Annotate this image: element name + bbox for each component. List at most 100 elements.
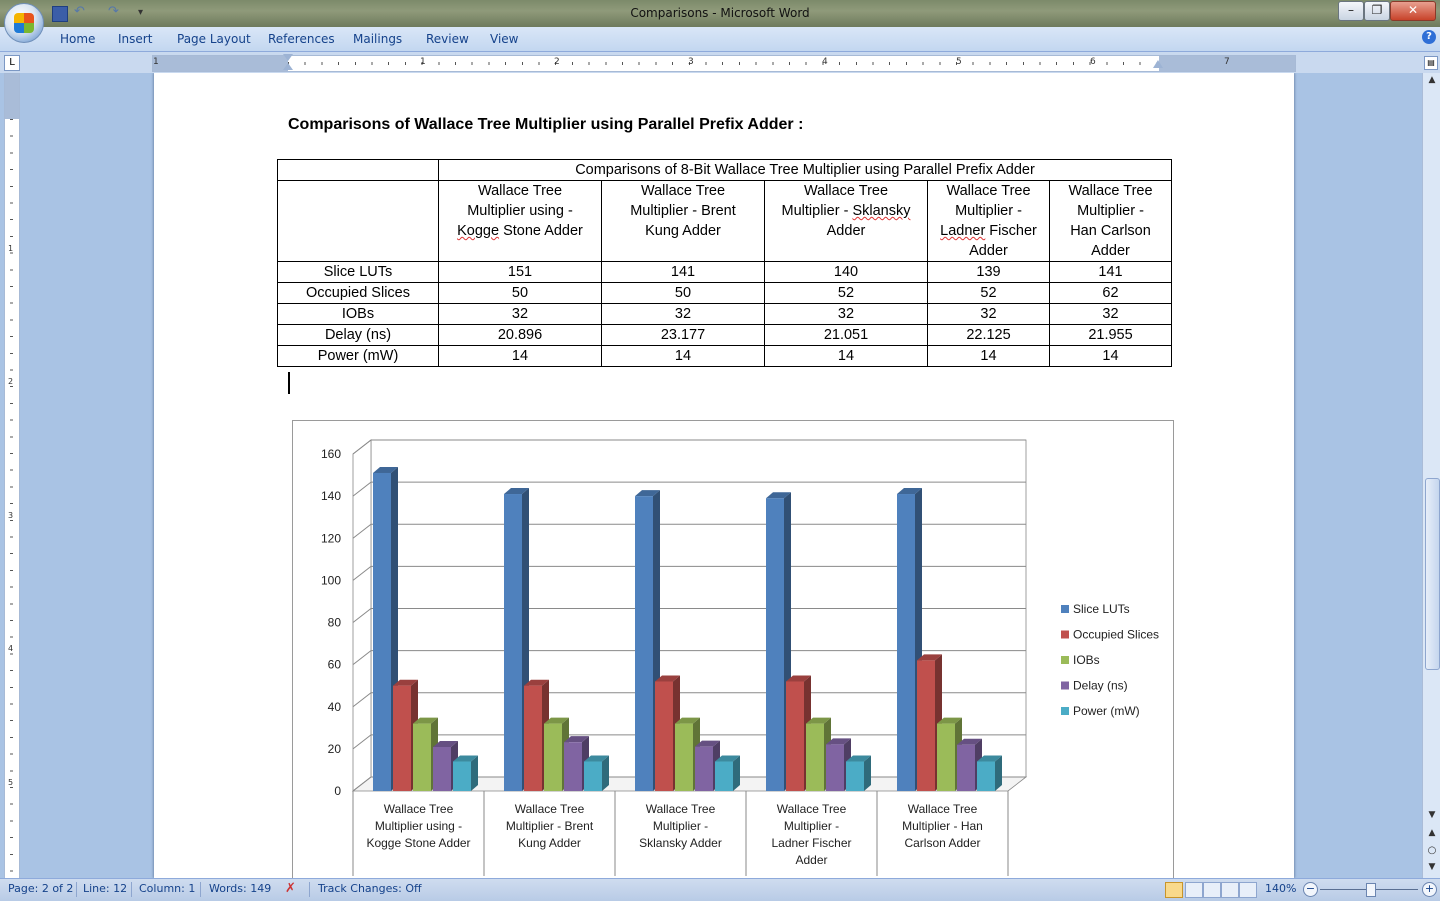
zoom-out-icon[interactable]: − xyxy=(1303,882,1318,897)
zoom-level[interactable]: 140% xyxy=(1265,882,1297,895)
status-track-changes[interactable]: Track Changes: Off xyxy=(318,882,422,895)
outline-view-icon[interactable] xyxy=(1221,882,1239,898)
table-cell[interactable]: 32 xyxy=(764,303,928,325)
table-cell[interactable]: 50 xyxy=(438,282,602,304)
column-header[interactable]: Wallace Tree Multiplier - Ladner Fischer Ad… xyxy=(927,180,1050,262)
scroll-down-arrow-icon[interactable]: ▼ xyxy=(1428,810,1436,820)
table-cell[interactable]: 140 xyxy=(764,261,928,283)
table-cell[interactable]: 14 xyxy=(438,345,602,367)
horizontal-ruler[interactable]: 1 1 2 3 4 5 6 7 xyxy=(152,55,1296,72)
print-layout-view-icon[interactable] xyxy=(1165,882,1183,898)
zoom-slider-thumb[interactable] xyxy=(1366,883,1376,897)
status-line[interactable]: Line: 12 xyxy=(83,882,128,895)
vruler-number: 2 xyxy=(8,377,14,386)
status-page[interactable]: Page: 2 of 2 xyxy=(8,882,74,895)
column-header[interactable]: Wallace Tree Multiplier - Han Carlson Adder xyxy=(1049,180,1172,262)
tab-selector-button[interactable]: L xyxy=(4,55,20,71)
full-screen-reading-view-icon[interactable] xyxy=(1185,882,1203,898)
table-cell[interactable]: 21.955 xyxy=(1049,324,1172,346)
ruler-number: 3 xyxy=(688,57,694,67)
comparison-table[interactable]: Comparisons of 8-Bit Wallace Tree Multip… xyxy=(277,159,1172,367)
help-icon[interactable]: ? xyxy=(1422,30,1436,44)
table-cell[interactable]: 32 xyxy=(927,303,1050,325)
table-cell[interactable]: 52 xyxy=(927,282,1050,304)
ruler-number: 2 xyxy=(554,57,560,67)
column-header[interactable]: Wallace Tree Multiplier using - Kogge Ston… xyxy=(438,180,602,262)
tab-review[interactable]: Review xyxy=(426,32,469,46)
status-column[interactable]: Column: 1 xyxy=(139,882,196,895)
tab-insert[interactable]: Insert xyxy=(118,32,153,46)
tab-home[interactable]: Home xyxy=(60,32,96,46)
row-label[interactable]: IOBs xyxy=(277,303,439,325)
row-label[interactable]: Occupied Slices xyxy=(277,282,439,304)
table-cell[interactable]: 14 xyxy=(601,345,765,367)
vertical-scrollbar[interactable]: ▲ ▼ ▲ ○ ▼ xyxy=(1422,73,1440,878)
select-browse-object-icon[interactable]: ○ xyxy=(1427,845,1437,856)
tab-page-layout[interactable]: Page Layout xyxy=(177,32,251,46)
office-button[interactable] xyxy=(4,3,44,43)
table-row: Slice LUTs 151 141 140 139 141 xyxy=(277,261,1172,283)
table-cell[interactable]: 14 xyxy=(927,345,1050,367)
row-label[interactable]: Slice LUTs xyxy=(277,261,439,283)
table-cell[interactable]: 20.896 xyxy=(438,324,602,346)
ruler-number: 1 xyxy=(153,57,159,67)
web-layout-view-icon[interactable] xyxy=(1203,882,1221,898)
vertical-ruler[interactable]: 1 2 3 4 5 xyxy=(4,73,20,880)
row-label[interactable]: Delay (ns) xyxy=(277,324,439,346)
bar xyxy=(373,472,391,791)
close-button[interactable]: ✕ xyxy=(1390,1,1436,21)
row-label[interactable]: Power (mW) xyxy=(277,345,439,367)
bar-top xyxy=(695,740,720,747)
table-cell[interactable]: 14 xyxy=(764,345,928,367)
status-words[interactable]: Words: 149 xyxy=(209,882,272,895)
table-cell[interactable] xyxy=(277,180,439,262)
table-cell[interactable]: 141 xyxy=(601,261,765,283)
column-header[interactable]: Wallace Tree Multiplier - Sklansky Adder xyxy=(764,180,928,262)
draft-view-icon[interactable] xyxy=(1239,882,1257,898)
right-indent-marker[interactable] xyxy=(1153,60,1163,68)
redo-icon[interactable]: ↷ xyxy=(108,4,119,19)
category-label-line: Wallace Tree xyxy=(777,802,847,816)
save-icon[interactable] xyxy=(52,6,68,22)
minimize-button[interactable]: – xyxy=(1338,1,1364,21)
document-page[interactable]: Comparisons of Wallace Tree Multiplier u… xyxy=(154,73,1294,878)
previous-page-icon[interactable]: ▲ xyxy=(1428,828,1436,838)
table-cell[interactable]: 32 xyxy=(438,303,602,325)
table-cell[interactable]: 139 xyxy=(927,261,1050,283)
y-tick-label: 160 xyxy=(321,447,341,461)
zoom-in-icon[interactable]: + xyxy=(1422,882,1437,897)
bar-top xyxy=(524,679,549,686)
customize-quick-access-icon[interactable]: ▾ xyxy=(138,7,144,18)
proofing-errors-icon[interactable]: ✗ xyxy=(285,881,296,896)
table-cell[interactable]: 52 xyxy=(764,282,928,304)
table-cell[interactable]: 22.125 xyxy=(927,324,1050,346)
view-ruler-icon[interactable]: ▤ xyxy=(1424,56,1438,70)
table-cell[interactable]: 14 xyxy=(1049,345,1172,367)
bar xyxy=(715,761,733,791)
column-header[interactable]: Wallace Tree Multiplier - Brent Kung Adder xyxy=(601,180,765,262)
table-cell[interactable]: 32 xyxy=(1049,303,1172,325)
table-cell[interactable]: 50 xyxy=(601,282,765,304)
legend-swatch xyxy=(1061,656,1069,664)
table-cell[interactable] xyxy=(277,159,439,181)
undo-icon[interactable]: ↶ xyxy=(74,4,85,19)
table-cell[interactable]: 32 xyxy=(601,303,765,325)
tab-references[interactable]: References xyxy=(268,32,335,46)
table-cell[interactable]: 151 xyxy=(438,261,602,283)
bar xyxy=(917,660,935,791)
table-cell[interactable]: 21.051 xyxy=(764,324,928,346)
tab-view[interactable]: View xyxy=(490,32,519,46)
table-caption-cell[interactable]: Comparisons of 8-Bit Wallace Tree Multip… xyxy=(438,159,1172,181)
maximize-button[interactable]: ❐ xyxy=(1364,1,1390,21)
table-cell[interactable]: 23.177 xyxy=(601,324,765,346)
scrollbar-thumb[interactable] xyxy=(1425,478,1440,670)
chart[interactable]: 0 20 40 60 80 100 120 140 160 Wallace Tree Multipl… xyxy=(292,420,1174,878)
scroll-up-arrow-icon[interactable]: ▲ xyxy=(1428,75,1436,85)
gridline xyxy=(352,439,1026,455)
table-cell[interactable]: 141 xyxy=(1049,261,1172,283)
table-cell[interactable]: 62 xyxy=(1049,282,1172,304)
first-line-indent-marker[interactable] xyxy=(283,54,293,61)
tab-mailings[interactable]: Mailings xyxy=(353,32,403,46)
next-page-icon[interactable]: ▼ xyxy=(1428,862,1436,872)
hanging-indent-marker[interactable] xyxy=(283,63,293,70)
